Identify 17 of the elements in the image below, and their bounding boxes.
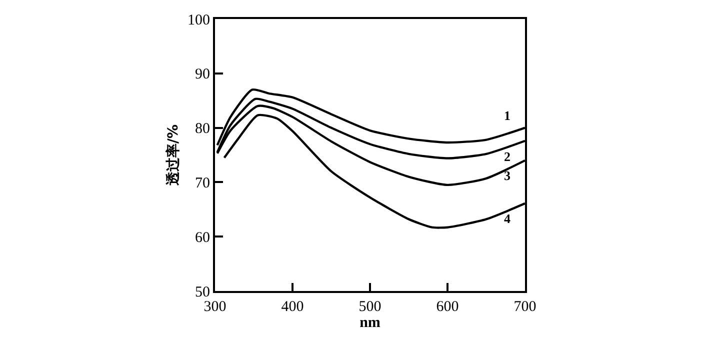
- x-tick-label: 700: [514, 299, 536, 315]
- y-tick-label: 70: [195, 175, 210, 192]
- y-axis-title: 透过率/%: [164, 124, 182, 187]
- x-tick-label: 300: [204, 299, 226, 315]
- series-label: 2: [504, 149, 510, 164]
- y-tick-label: 80: [195, 121, 210, 138]
- y-tick-label: 90: [195, 66, 210, 83]
- y-tick-label: 50: [195, 284, 210, 300]
- x-tick-label: 600: [436, 299, 459, 315]
- series-label: 1: [504, 108, 510, 123]
- series-label: 4: [504, 211, 511, 226]
- x-tick-label: 500: [358, 299, 382, 315]
- x-tick-label: 400: [281, 299, 304, 315]
- series-label: 3: [504, 168, 511, 183]
- x-axis-title: nm: [360, 315, 381, 331]
- y-tick-label: 100: [188, 12, 210, 28]
- y-tick-label: 60: [195, 230, 210, 246]
